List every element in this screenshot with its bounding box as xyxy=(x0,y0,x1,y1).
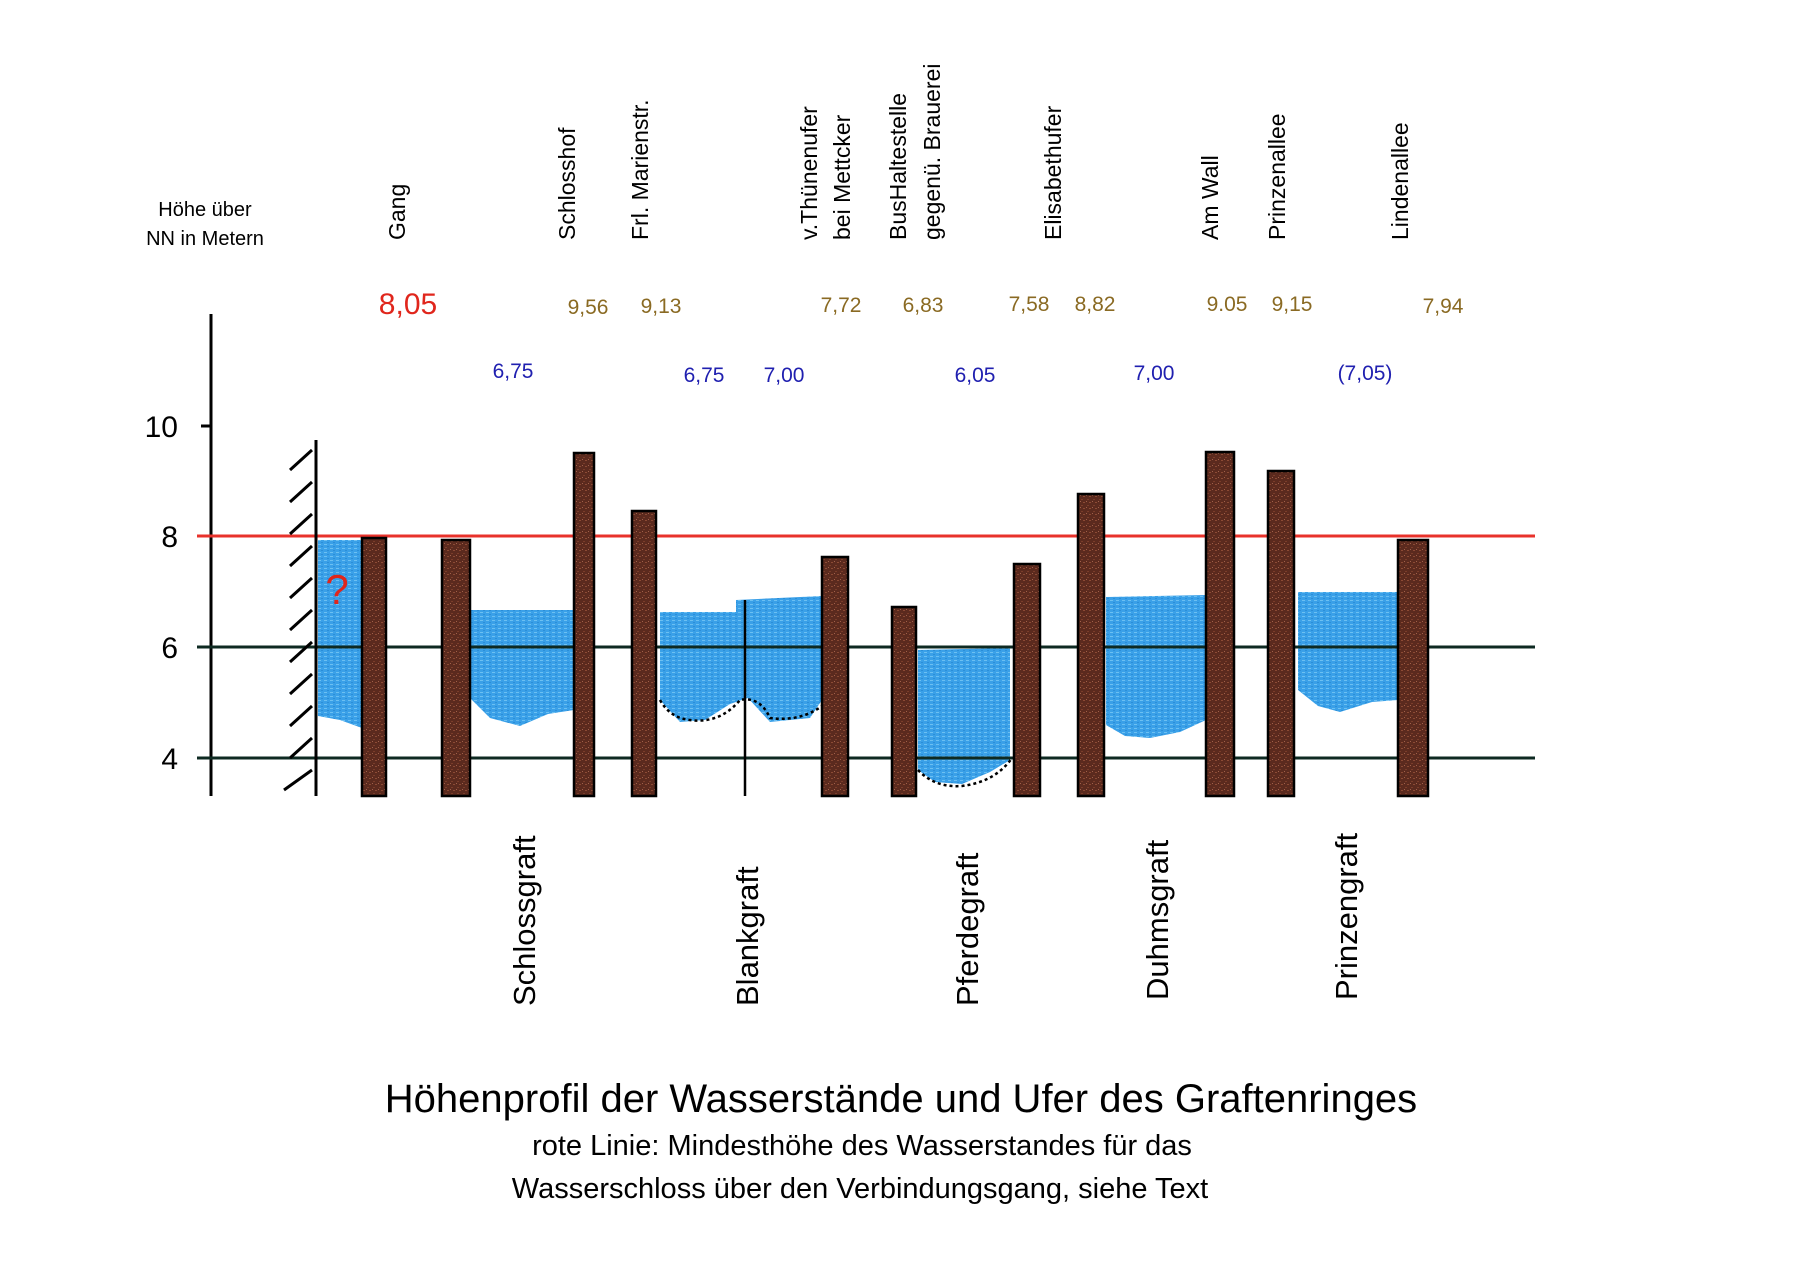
section-blankgraft: Blankgraft xyxy=(730,866,765,1006)
diagram-subtitle-line1: rote Linie: Mindesthöhe des Wasserstande… xyxy=(532,1130,1192,1162)
bank-pillar-elisabethufer-a xyxy=(1012,562,1042,798)
bank-height-thuenenufer: 7,72 xyxy=(821,294,862,317)
bank-height-elisabethufer-b: 8,82 xyxy=(1075,293,1116,316)
water-prinzengraft xyxy=(1298,592,1398,712)
water-level-blankgraft-a: 6,75 xyxy=(684,364,725,387)
water-level-prinzengraft: (7,05) xyxy=(1338,362,1393,385)
bank-pillar-bushaltestelle xyxy=(890,605,918,798)
section-prinzengraft: Prinzengraft xyxy=(1329,832,1364,1000)
location-bushaltestelle-1: BusHaltestelle xyxy=(885,93,911,240)
bank-pillar-elisabethufer-b xyxy=(1076,492,1106,798)
location-lindenallee: Lindenallee xyxy=(1387,122,1413,240)
riverbed-pferdegraft xyxy=(917,757,1014,788)
location-thuenenufer-1: v.Thünenufer xyxy=(796,106,822,240)
section-duhmsgraft: Duhmsgraft xyxy=(1140,839,1175,1000)
axis-label-line1: Höhe über xyxy=(158,199,252,221)
bank-pillar-gang-b xyxy=(440,538,472,798)
bank-pillar-am-wall xyxy=(1204,450,1236,798)
bank-height-bushaltestelle: 6,83 xyxy=(903,294,944,317)
bank-pillar-gang-a xyxy=(360,536,388,798)
location-am-wall: Am Wall xyxy=(1197,155,1223,240)
tick-label-4: 4 xyxy=(161,743,178,776)
bank-height-am-wall: 9.05 xyxy=(1207,293,1248,316)
bank-pillar-marienstr xyxy=(630,509,658,798)
axis-label-line2: NN in Metern xyxy=(146,228,264,250)
bank-height-prinzenallee: 9,15 xyxy=(1272,293,1313,316)
location-bushaltestelle-2: gegenü. Brauerei xyxy=(919,64,945,240)
location-marienstr: Frl. Marienstr. xyxy=(627,99,653,240)
bank-pillar-schlosshof xyxy=(572,451,596,798)
riverbed-blankgraft xyxy=(658,698,823,722)
water-level-duhmsgraft: 7,00 xyxy=(1134,362,1175,385)
bank-pillar-prinzenallee xyxy=(1266,469,1296,798)
section-pferdegraft: Pferdegraft xyxy=(950,852,985,1006)
water-blankgraft xyxy=(660,596,822,722)
bank-height-schlosshof: 9,56 xyxy=(568,296,609,319)
water-pferdegraft xyxy=(918,648,1010,784)
bank-height-marienstr: 9,13 xyxy=(641,295,682,318)
wall-hatching xyxy=(283,448,314,792)
hatched-wall xyxy=(283,440,318,796)
water-duhmsgraft xyxy=(1106,595,1206,738)
bank-height-gang: 8,05 xyxy=(379,288,437,321)
tick-label-8: 8 xyxy=(161,521,178,554)
water-level-pferdegraft: 6,05 xyxy=(955,364,996,387)
location-elisabethufer: Elisabethufer xyxy=(1040,105,1066,240)
water-schlossgraft xyxy=(470,610,574,726)
location-schlosshof: Schlosshof xyxy=(554,127,580,240)
water-bodies xyxy=(318,540,1398,784)
water-gang xyxy=(318,540,362,728)
bank-pillar-lindenallee xyxy=(1396,538,1430,798)
location-gang: Gang xyxy=(384,184,410,240)
section-schlossgraft: Schlossgraft xyxy=(507,835,542,1006)
bank-height-elisabethufer-a: 7,58 xyxy=(1009,293,1050,316)
tick-label-10: 10 xyxy=(145,411,178,444)
bank-pillars xyxy=(360,450,1430,798)
bank-pillar-thuenenufer xyxy=(820,555,850,798)
diagram-title: Höhenprofil der Wasserstände und Ufer de… xyxy=(385,1077,1417,1121)
water-level-schlossgraft: 6,75 xyxy=(493,360,534,383)
diagram-subtitle-line2: Wasserschloss über den Verbindungsgang, … xyxy=(512,1173,1208,1205)
question-mark: ? xyxy=(325,566,348,613)
water-level-blankgraft-b: 7,00 xyxy=(764,364,805,387)
location-prinzenallee: Prinzenallee xyxy=(1264,113,1290,240)
tick-label-6: 6 xyxy=(161,632,178,665)
location-thuenenufer-2: bei Mettcker xyxy=(829,114,855,240)
bank-height-lindenallee: 7,94 xyxy=(1423,295,1464,318)
